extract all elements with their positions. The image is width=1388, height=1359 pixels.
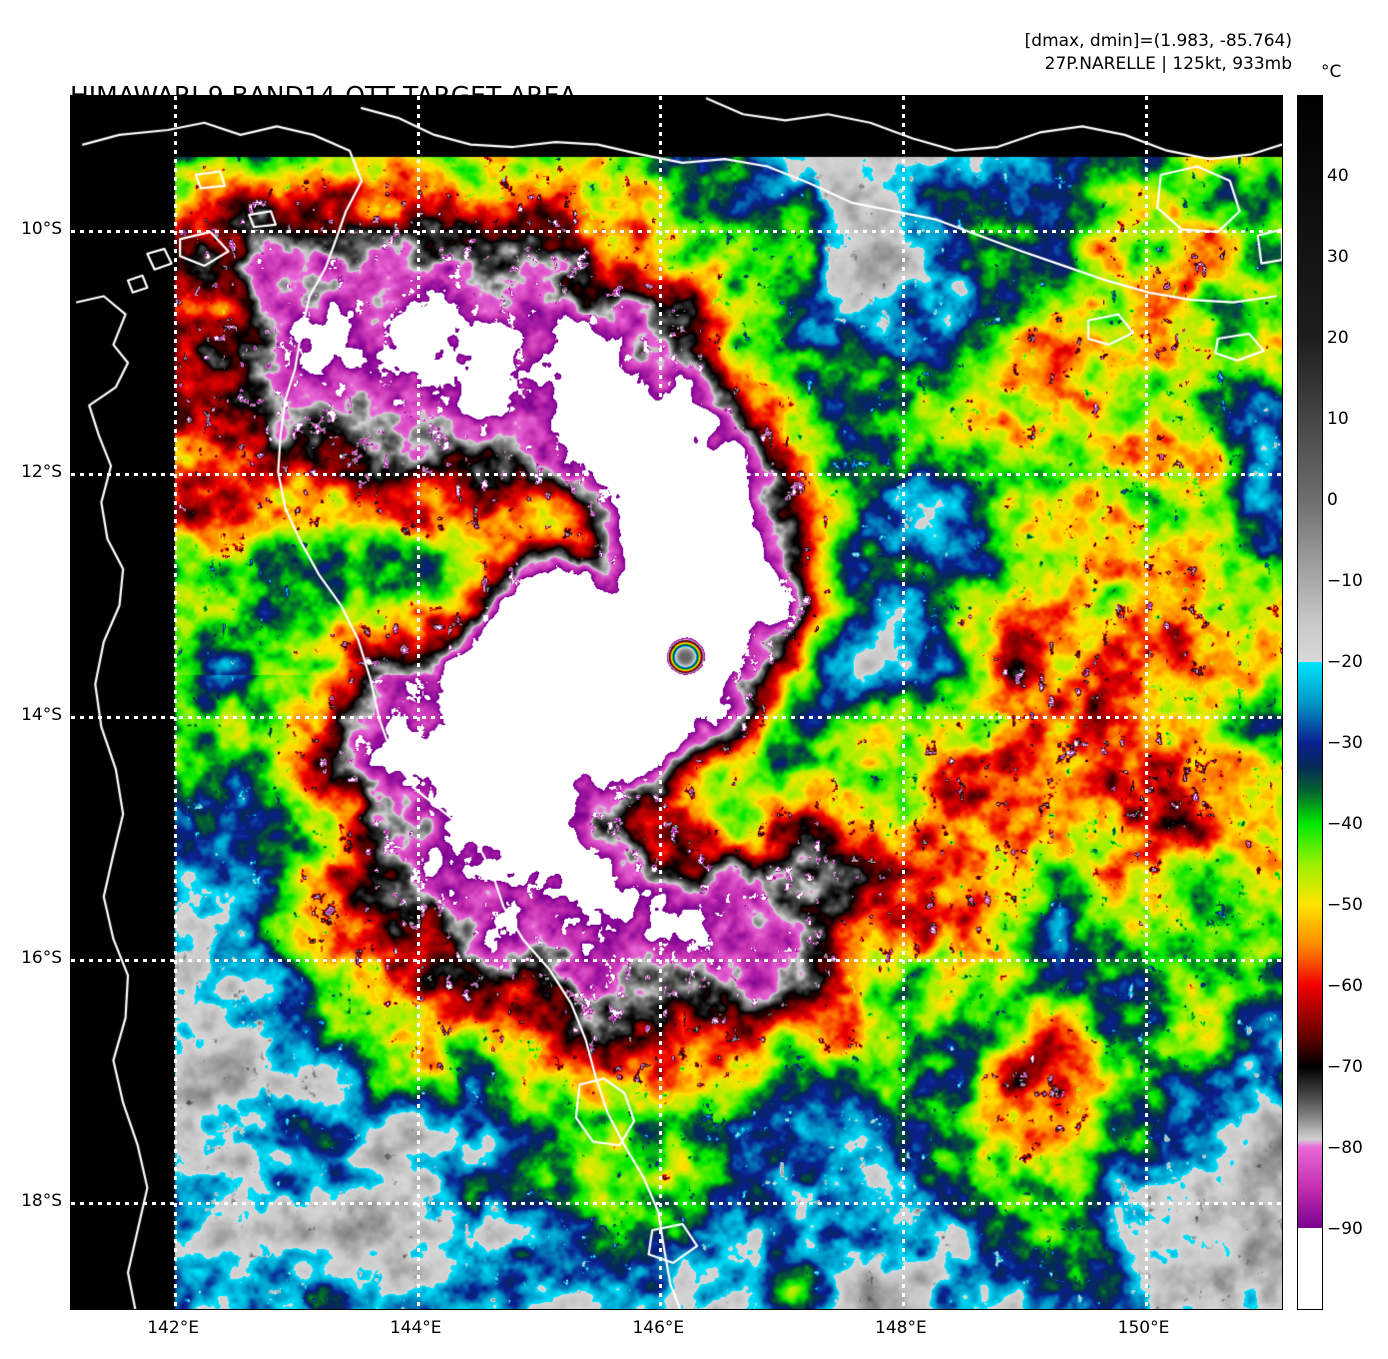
- x-axis-tick-148: 148°E: [875, 1318, 927, 1338]
- colorbar-unit-label: °C: [1321, 62, 1342, 82]
- colorbar-tick--20: −20: [1327, 652, 1363, 672]
- storm-info-text: 27P.NARELLE | 125kt, 933mb: [1044, 54, 1292, 74]
- x-axis-tick-150: 150°E: [1117, 1318, 1170, 1338]
- x-axis-tick-144: 144°E: [389, 1318, 442, 1338]
- colorbar-tick-30: 30: [1327, 247, 1349, 267]
- colorbar-tick--10: −10: [1327, 571, 1363, 591]
- metadata-block: [dmax, dmin]=(1.983, -85.764) 27P.NARELL…: [1025, 30, 1292, 76]
- satellite-imagery: [71, 96, 1282, 1309]
- x-axis-tick-146: 146°E: [632, 1318, 685, 1338]
- colorbar: [1297, 95, 1323, 1310]
- colorbar-gradient: [1297, 95, 1323, 1310]
- colorbar-tick--50: −50: [1327, 895, 1363, 915]
- colorbar-tick-labels: 40 30 20 10 0 −10 −20 −30 −40 −50 −60 −70 −80 −90: [1327, 95, 1387, 1310]
- colorbar-tick-20: 20: [1327, 328, 1349, 348]
- y-axis-tick-16: 16°S: [21, 947, 62, 968]
- y-axis-tick-18: 18°S: [21, 1190, 62, 1211]
- y-axis-tick-12: 12°S: [21, 461, 62, 482]
- colorbar-tick-40: 40: [1327, 166, 1349, 186]
- x-axis-tick-142: 142°E: [147, 1318, 199, 1338]
- y-axis-tick-10: 10°S: [21, 218, 62, 239]
- satellite-image-plot: Copyright © 2020-2026 Dapiya: [70, 95, 1283, 1310]
- colorbar-tick--80: −80: [1327, 1138, 1363, 1158]
- y-axis-tick-14: 14°S: [21, 704, 62, 725]
- ir-brightness-temperature-field: [71, 96, 1282, 1309]
- dminmax-text: [dmax, dmin]=(1.983, -85.764): [1024, 31, 1292, 51]
- colorbar-tick--60: −60: [1327, 976, 1363, 996]
- colorbar-tick--30: −30: [1327, 733, 1363, 753]
- colorbar-tick--90: −90: [1327, 1219, 1363, 1239]
- colorbar-tick--40: −40: [1327, 814, 1363, 834]
- colorbar-tick--70: −70: [1327, 1057, 1363, 1077]
- colorbar-tick-10: 10: [1327, 409, 1349, 429]
- colorbar-tick-0: 0: [1327, 490, 1338, 510]
